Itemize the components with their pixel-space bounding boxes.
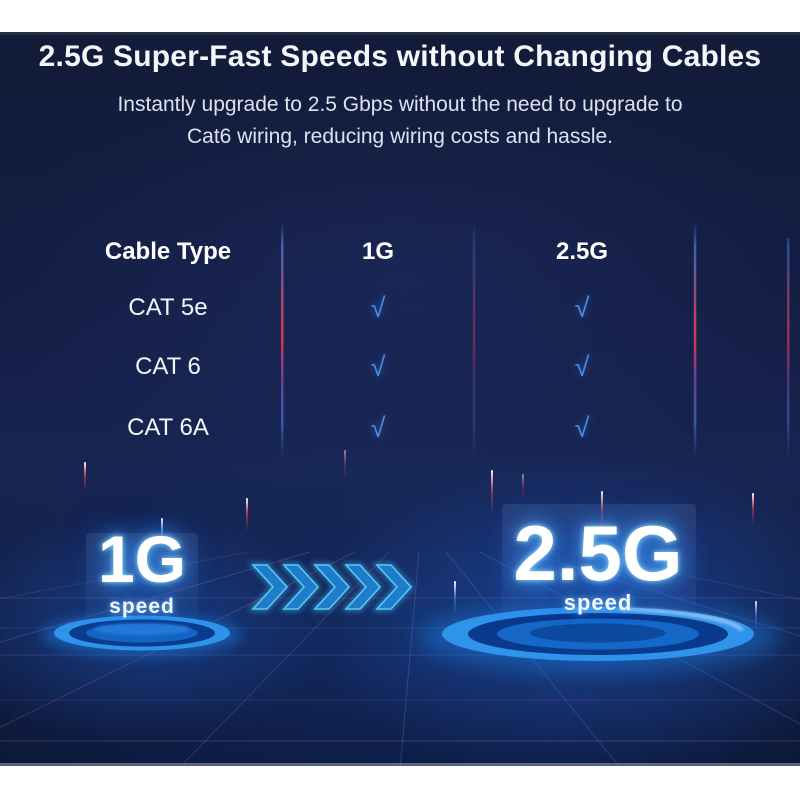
speed-1g-value: 1G <box>97 522 187 596</box>
col-2-5g-header: 2.5G <box>555 238 609 265</box>
glass-panel-1g <box>86 533 198 623</box>
bottom-margin <box>0 766 800 800</box>
cable-type-cell: CAT 6A <box>127 414 209 441</box>
cable-type-cell: CAT 5e <box>128 294 208 321</box>
subtitle-line-1: Instantly upgrade to 2.5 Gbps without th… <box>117 93 683 116</box>
check-icon: √ <box>574 293 590 323</box>
col-1g-header: 1G <box>361 238 394 265</box>
subtitle-line-2: Cat6 wiring, reducing wiring costs and h… <box>186 125 614 148</box>
page-title: 2.5G Super-Fast Speeds without Changing … <box>38 40 762 73</box>
cable-type-header: Cable Type <box>104 238 232 265</box>
speed-1g-caption: speed <box>109 595 175 618</box>
table-header-row: Cable Type 1G 2.5G <box>0 235 800 269</box>
glass-panel-2-5g <box>502 504 696 618</box>
speed-2-5g-group: 2.5G speed <box>488 509 708 616</box>
table-row: CAT 5e √ √ <box>0 291 800 325</box>
cable-type-cell: CAT 6 <box>135 353 201 380</box>
table-row: CAT 6A √ √ <box>0 411 800 445</box>
check-icon: √ <box>574 352 590 382</box>
speed-2-5g-value: 2.5G <box>513 509 683 597</box>
check-icon: √ <box>370 352 386 382</box>
top-margin <box>0 0 800 32</box>
speed-1g-group: 1G speed <box>57 522 227 619</box>
check-icon: √ <box>370 413 386 443</box>
table-row: CAT 6 √ √ <box>0 350 800 384</box>
check-icon: √ <box>574 413 590 443</box>
check-icon: √ <box>370 293 386 323</box>
